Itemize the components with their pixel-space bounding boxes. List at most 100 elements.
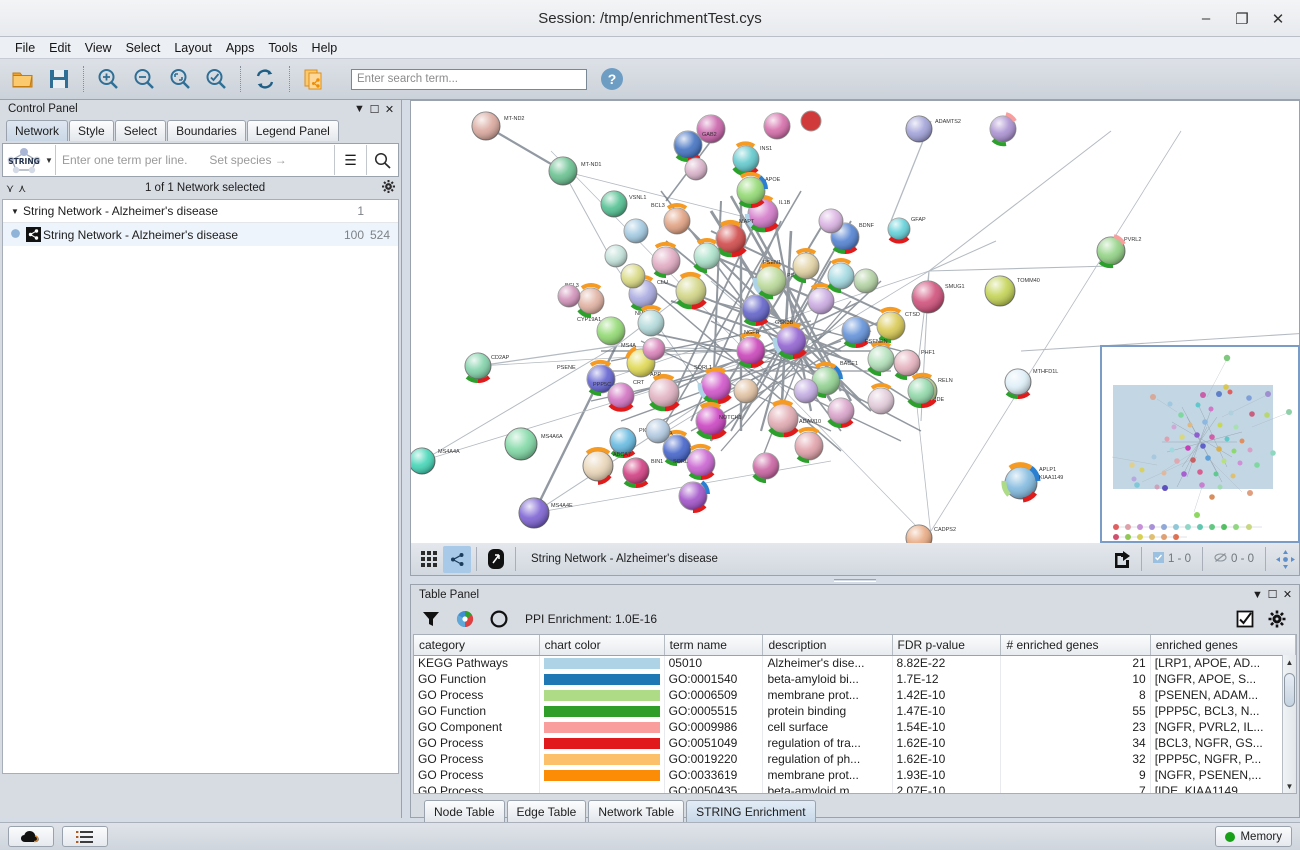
col-chart-color[interactable]: chart color [539,635,665,656]
tab-style[interactable]: Style [69,120,114,141]
task-list-icon[interactable] [62,826,108,847]
zoom-out-icon[interactable] [127,62,161,96]
share-export-icon[interactable] [1108,546,1136,573]
cell-fdr-pvalue: 2.07E-10 [892,783,1002,793]
close-icon[interactable]: ✕ [1271,10,1285,28]
tab-boundaries[interactable]: Boundaries [167,120,246,141]
table-row[interactable]: GO Component GO:0009986 cell surface 1.54E-… [414,719,1296,735]
export-network-icon[interactable] [297,62,331,96]
col-description[interactable]: description [762,635,893,656]
tab-network-table[interactable]: Network Table [588,800,685,822]
network-graph[interactable]: MT-ND2 MT-ND1 VSNL1 CD2AP MS4A6A MS4A4A … [411,101,1299,575]
refresh-icon[interactable] [248,62,282,96]
string-species-label[interactable]: Set species → [209,153,287,167]
enrichment-table[interactable]: category chart color term name descripti… [413,634,1297,794]
scroll-down-icon[interactable]: ▼ [1285,781,1294,791]
network-canvas[interactable]: MT-ND2 MT-ND1 VSNL1 CD2AP MS4A6A MS4A4A … [410,100,1300,576]
search-input[interactable]: Enter search term... [351,68,587,90]
chevron-down-icon[interactable]: ▼ [1252,588,1263,601]
view-mode-toggle-icon[interactable] [482,546,510,573]
network-tree-group-row[interactable]: ▼ String Network - Alzheimer's disease 1 [3,200,398,223]
svg-text:MS4A6A: MS4A6A [541,434,563,440]
help-icon[interactable]: ? [601,68,623,90]
tab-select[interactable]: Select [114,120,167,141]
table-row[interactable]: GO Process GO:0051049 regulation of tra...… [414,735,1296,751]
expand-triangle-icon[interactable]: ▼ [11,206,19,216]
menu-item-file[interactable]: File [15,40,36,55]
table-row[interactable]: GO Process GO:0019220 regulation of ph... 1… [414,751,1296,767]
table-row[interactable]: GO Function GO:0005515 protein binding 1.47… [414,703,1296,719]
expand-all-icon[interactable]: ⋏ [18,182,27,195]
menu-item-layout[interactable]: Layout [174,40,212,55]
svg-text:PHF1: PHF1 [921,350,935,356]
birds-eye-navigator[interactable] [1100,345,1300,543]
col-term-name[interactable]: term name [664,635,764,656]
open-folder-icon[interactable] [6,62,40,96]
cell-description: cell surface [762,719,893,735]
table-row[interactable]: KEGG Pathways 05010 Alzheimer's dise... 8.8… [414,655,1296,671]
scrollbar-thumb[interactable] [1284,673,1295,707]
tab-legend-panel[interactable]: Legend Panel [246,120,339,141]
filter-icon[interactable] [419,607,443,631]
hamburger-menu-icon[interactable]: ☰ [344,151,357,168]
string-species-dropdown-icon[interactable]: ▼ [45,155,53,165]
panel-splitter[interactable] [410,577,1300,584]
col-category[interactable]: category [414,635,540,656]
col-enriched-count[interactable]: # enriched genes [1000,635,1151,656]
zoom-in-icon[interactable] [91,62,125,96]
menu-item-select[interactable]: Select [125,40,161,55]
checkbox-checked-icon[interactable] [1233,607,1257,631]
menu-item-apps[interactable]: Apps [225,40,255,55]
col-fdr-pvalue[interactable]: FDR p-value [892,635,1002,656]
zoom-selected-icon[interactable] [199,62,233,96]
grid-view-icon[interactable] [415,546,443,573]
scroll-up-icon[interactable]: ▲ [1285,657,1294,667]
network-view-icon[interactable] [443,545,471,573]
col-enriched-genes[interactable]: enriched genes [1150,635,1296,656]
save-icon[interactable] [42,62,76,96]
minimize-icon[interactable]: – [1201,10,1211,27]
table-row[interactable]: GO Process GO:0006509 membrane prot... 1.42… [414,687,1296,703]
table-row[interactable]: GO Process GO:0050435 beta-amyloid m... 2.0… [414,783,1296,793]
selected-count-label: 1 - 0 [1167,553,1191,565]
tab-string-enrichment[interactable]: STRING Enrichment [686,800,816,822]
table-tabs: Node Table Edge Table Network Table STRI… [410,796,1300,822]
network-node-count: 100 [343,227,364,242]
memory-status[interactable]: Memory [1215,826,1292,847]
string-query-input[interactable]: Enter one term per line. Set species → [56,153,334,167]
menu-item-help[interactable]: Help [311,40,338,55]
maximize-icon[interactable]: ❐ [1235,10,1249,28]
table-scrollbar[interactable]: ▲ ▼ [1282,655,1296,793]
close-panel-icon[interactable]: ✕ [1282,589,1293,601]
tab-edge-table[interactable]: Edge Table [506,800,587,822]
tab-node-table[interactable]: Node Table [424,800,505,822]
table-row[interactable]: GO Function GO:0001540 beta-amyloid bi... 1… [414,671,1296,687]
float-panel-icon[interactable]: ☐ [369,103,380,116]
donut-chart-icon[interactable] [487,607,511,631]
gear-icon[interactable] [1265,607,1289,631]
cloud-status-icon[interactable] [8,826,54,847]
cell-chart-color [539,719,665,735]
network-tree[interactable]: ▼ String Network - Alzheimer's disease 1… [2,199,399,774]
float-panel-icon[interactable]: ☐ [1267,589,1278,601]
menu-item-edit[interactable]: Edit [49,40,71,55]
chevron-down-icon[interactable]: ▼ [354,103,365,115]
network-tree-item[interactable]: String Network - Alzheimer's disease 100… [3,223,398,246]
network-view-title: String Network - Alzheimer's disease [531,553,718,565]
pie-chart-icon[interactable] [453,607,477,631]
collapse-all-icon[interactable]: ⋎ [6,182,15,195]
checkbox-icon [1152,552,1164,566]
search-icon[interactable] [367,144,398,176]
pan-mode-icon[interactable] [1271,546,1299,573]
close-panel-icon[interactable]: ✕ [384,103,395,116]
tab-network[interactable]: Network [6,120,69,141]
window-titlebar: Session: /tmp/enrichmentTest.cys – ❐ ✕ [0,0,1300,37]
zoom-fit-icon[interactable] [163,62,197,96]
color-swatch [543,705,660,717]
gear-icon[interactable] [382,180,395,196]
menu-item-view[interactable]: View [84,40,112,55]
node-MT-ND1: MT-ND1 [548,156,601,186]
table-row[interactable]: GO Process GO:0033619 membrane prot... 1.93… [414,767,1296,783]
color-swatch [543,769,660,781]
menu-item-tools[interactable]: Tools [268,40,298,55]
